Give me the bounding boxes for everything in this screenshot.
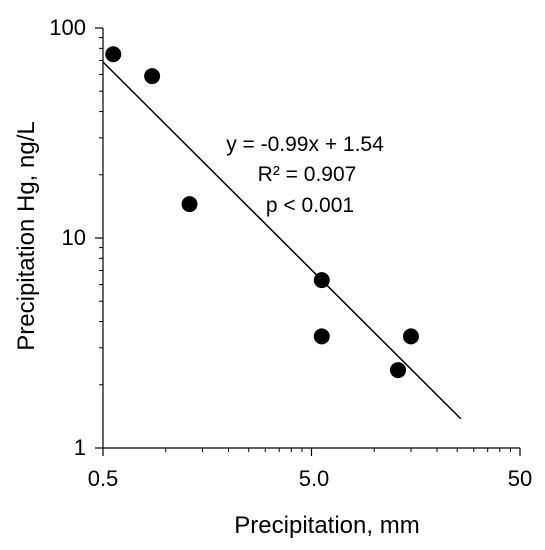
data-point-1 — [105, 46, 122, 63]
plot-area — [95, 27, 521, 456]
data-point-7 — [390, 362, 407, 379]
data-points — [105, 46, 419, 379]
major-ticks — [95, 27, 521, 456]
x-tick-label-50: 50 — [508, 466, 532, 491]
x-tick-label-0-5: 0.5 — [88, 466, 119, 491]
trend-line — [102, 61, 462, 420]
x-axis-title: Precipitation, mm — [234, 512, 419, 539]
minor-ticks — [99, 37, 511, 452]
regression-annotation: y = -0.99x + 1.54 R² = 0.907 p < 0.001 — [226, 133, 384, 217]
data-point-2 — [144, 68, 161, 85]
data-point-6 — [402, 328, 419, 345]
y-tick-label-1: 1 — [74, 435, 86, 460]
y-tick-label-100: 100 — [49, 15, 86, 40]
data-point-5 — [313, 328, 330, 345]
regression-equation: y = -0.99x + 1.54 — [226, 133, 384, 156]
r-squared-label: R² = 0.907 — [258, 163, 357, 186]
data-point-4 — [313, 272, 330, 289]
x-tick-labels: 0.5 5.0 50 — [88, 466, 533, 491]
x-tick-label-5-0: 5.0 — [299, 466, 330, 491]
y-axis-title: Precipitation Hg, ng/L — [13, 121, 40, 350]
data-point-3 — [181, 196, 198, 213]
p-value-label: p < 0.001 — [266, 194, 354, 217]
y-tick-labels: 100 10 1 — [49, 15, 86, 460]
y-tick-label-10: 10 — [62, 225, 86, 250]
